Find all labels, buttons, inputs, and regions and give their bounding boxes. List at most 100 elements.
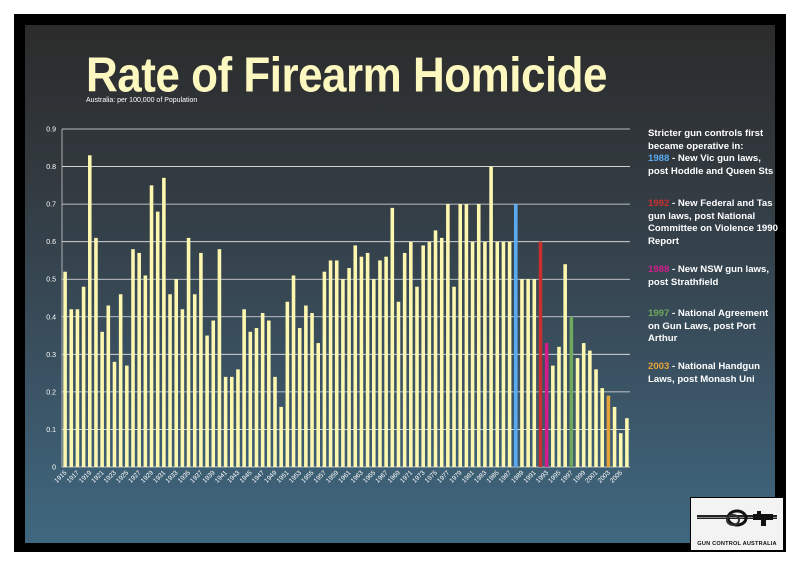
bar-1962 xyxy=(353,245,358,467)
y-tick-label: 0.3 xyxy=(46,352,56,359)
knotted-gun-icon xyxy=(697,509,777,527)
bar-1936 xyxy=(192,294,197,467)
bar-1928 xyxy=(143,275,148,467)
bar-2004 xyxy=(612,406,617,467)
x-tick-label: 1937 xyxy=(189,469,204,484)
y-tick-label: 0.8 xyxy=(46,164,56,171)
y-tick-label: 0.7 xyxy=(46,202,56,209)
y-tick-label: 0.2 xyxy=(46,389,56,396)
note-text: - New Vic gun laws, post Hoddle and Quee… xyxy=(648,153,774,177)
bar-1966 xyxy=(378,260,382,467)
note-year: 1988 xyxy=(648,264,670,275)
y-tick-label: 0.9 xyxy=(46,127,56,134)
bar-1985 xyxy=(495,241,500,467)
notes-heading: Stricter gun controls first became opera… xyxy=(648,128,764,152)
bar-1943 xyxy=(236,369,240,467)
bar-1940 xyxy=(217,249,222,467)
x-tick-label: 1993 xyxy=(535,469,550,484)
x-tick-label: 1939 xyxy=(201,469,216,484)
bar-1932 xyxy=(168,294,172,467)
x-tick-label: 1935 xyxy=(177,469,192,484)
bar-1947 xyxy=(260,313,265,467)
bar-1957 xyxy=(322,271,327,467)
bar-1976 xyxy=(439,237,444,467)
x-tick-label: 1961 xyxy=(337,469,352,484)
bar-1922 xyxy=(106,305,111,467)
chart-title: Rate of Firearm Homicide xyxy=(86,48,608,103)
bar-1961 xyxy=(347,267,351,467)
note-nsw: 1988 - New NSW gun laws, post Strathfiel… xyxy=(648,264,782,289)
gun-law-notes: Stricter gun controls first became opera… xyxy=(648,128,778,385)
bar-1945 xyxy=(248,331,253,467)
bar-1969 xyxy=(396,301,401,467)
note-2003-handgun: 2003 - National Handgun Laws, post Monas… xyxy=(648,361,782,386)
y-tick-label: 0.4 xyxy=(46,314,56,321)
bar-1956 xyxy=(316,343,321,467)
x-tick-label: 1979 xyxy=(448,469,463,484)
x-tick-label: 1985 xyxy=(485,469,500,484)
x-tick-label: 1975 xyxy=(424,469,439,484)
x-tick-label: 1929 xyxy=(140,469,155,484)
bar-1955 xyxy=(310,313,314,467)
y-tick-label: 0.6 xyxy=(46,239,56,246)
bar-1988 xyxy=(513,204,518,468)
note-1992-federal: 1992 - New Federal and Tas gun laws, pos… xyxy=(648,198,782,248)
x-tick-label: 2005 xyxy=(609,469,624,484)
bar-1930 xyxy=(155,211,160,467)
bar-1938 xyxy=(205,335,209,467)
gun-control-australia-logo: GUN CONTROL AUSTRALIA xyxy=(690,497,784,551)
bar-1995 xyxy=(557,346,561,467)
x-tick-label: 1963 xyxy=(350,469,365,484)
bar-1992 xyxy=(538,241,543,467)
x-tick-label: 1997 xyxy=(560,469,575,484)
bar-1954 xyxy=(304,305,308,467)
bar-1920 xyxy=(94,237,98,467)
bar-1960 xyxy=(341,279,345,467)
x-tick-label: 1981 xyxy=(461,469,476,484)
x-tick-label: 1917 xyxy=(66,469,81,484)
x-tick-label: 1933 xyxy=(164,469,179,484)
x-tick-label: 1983 xyxy=(473,469,488,484)
bar-1981 xyxy=(470,241,475,467)
note-year: 1988 xyxy=(648,153,670,164)
bar-1979 xyxy=(458,204,463,468)
bar-1923 xyxy=(112,361,117,467)
bar-1924 xyxy=(118,294,123,467)
x-tick-label: 1989 xyxy=(510,469,525,484)
bar-1958 xyxy=(328,260,333,467)
bar-1973 xyxy=(421,245,425,467)
bar-1983 xyxy=(483,241,487,467)
note-year: 1992 xyxy=(648,198,670,209)
note-text: - New Federal and Tas gun laws, post Nat… xyxy=(648,198,778,247)
bar-1993 xyxy=(544,343,549,467)
x-tick-label: 2001 xyxy=(584,469,599,484)
bar-1916 xyxy=(69,309,74,467)
bar-1980 xyxy=(464,204,469,468)
x-tick-label: 1943 xyxy=(226,469,241,484)
bar-2001 xyxy=(594,369,598,467)
bar-1959 xyxy=(334,260,339,467)
x-tick-label: 1941 xyxy=(214,469,229,484)
bar-1994 xyxy=(551,365,555,467)
bar-1919 xyxy=(87,155,92,468)
bar-1972 xyxy=(415,286,419,467)
x-tick-label: 1957 xyxy=(313,469,328,484)
bar-2006 xyxy=(625,418,629,467)
bar-1967 xyxy=(384,256,388,467)
x-tick-label: 1951 xyxy=(276,469,291,484)
bar-1963 xyxy=(359,256,364,467)
x-tick-label: 1973 xyxy=(411,469,426,484)
x-tick-label: 1947 xyxy=(251,469,266,484)
x-tick-label: 1949 xyxy=(263,469,278,484)
bar-1934 xyxy=(180,309,185,467)
x-tick-label: 1995 xyxy=(547,469,562,484)
bar-1977 xyxy=(446,204,450,468)
bar-1975 xyxy=(433,230,438,467)
bar-2002 xyxy=(600,388,605,467)
x-tick-label: 1999 xyxy=(572,469,587,484)
bar-1925 xyxy=(125,365,129,467)
bar-1974 xyxy=(427,241,432,467)
x-tick-label: 1959 xyxy=(325,469,340,484)
bar-1948 xyxy=(267,320,271,467)
bar-1986 xyxy=(501,241,506,467)
